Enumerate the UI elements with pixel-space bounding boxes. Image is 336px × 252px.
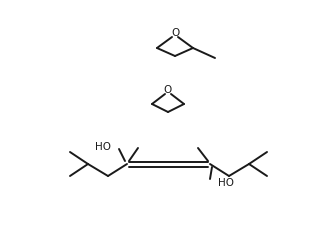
Text: O: O	[171, 28, 179, 38]
Text: O: O	[164, 85, 172, 94]
Text: HO: HO	[218, 177, 234, 187]
Text: HO: HO	[95, 141, 111, 151]
